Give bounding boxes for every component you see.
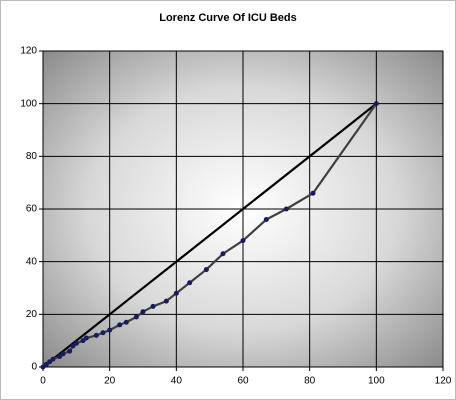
data-point xyxy=(140,309,146,315)
data-point xyxy=(60,351,66,357)
x-tick-label: 100 xyxy=(368,376,385,387)
data-point xyxy=(163,298,169,304)
data-point xyxy=(310,190,316,196)
data-point xyxy=(263,217,269,223)
data-point xyxy=(93,332,99,338)
x-tick-label: 80 xyxy=(304,376,316,387)
series-line xyxy=(42,102,378,368)
data-point xyxy=(67,348,73,354)
chart-title: Lorenz Curve Of ICU Beds xyxy=(159,12,297,24)
data-point xyxy=(100,330,106,336)
data-point xyxy=(40,364,46,370)
data-point xyxy=(123,319,129,325)
x-tick-label: 120 xyxy=(435,376,452,387)
y-tick-label: 100 xyxy=(20,98,37,109)
data-point xyxy=(173,290,179,296)
x-tick-label: 0 xyxy=(40,376,46,387)
data-point xyxy=(133,314,139,320)
y-tick-label: 120 xyxy=(20,46,37,57)
data-point xyxy=(50,356,56,362)
plot-border xyxy=(42,50,444,368)
data-point xyxy=(70,343,76,349)
data-point xyxy=(283,206,289,212)
data-point xyxy=(203,267,209,273)
data-point xyxy=(373,101,379,107)
x-tick-label: 60 xyxy=(237,376,249,387)
data-point xyxy=(57,353,63,359)
data-point xyxy=(47,359,53,365)
y-tick-label: 60 xyxy=(26,204,38,215)
data-point xyxy=(150,303,156,309)
y-tick-label: 80 xyxy=(26,151,38,162)
x-tick-label: 40 xyxy=(171,376,183,387)
x-tick-label: 20 xyxy=(104,376,116,387)
data-point xyxy=(187,280,193,286)
data-point xyxy=(240,238,246,244)
data-point xyxy=(220,251,226,257)
data-point xyxy=(107,327,113,333)
y-tick-label: 0 xyxy=(31,362,37,373)
data-point xyxy=(83,335,89,341)
data-point xyxy=(117,322,123,328)
data-point xyxy=(73,340,79,346)
y-tick-label: 20 xyxy=(26,309,38,320)
y-tick-label: 40 xyxy=(26,256,38,267)
data-point xyxy=(43,361,49,367)
data-point xyxy=(80,338,86,344)
